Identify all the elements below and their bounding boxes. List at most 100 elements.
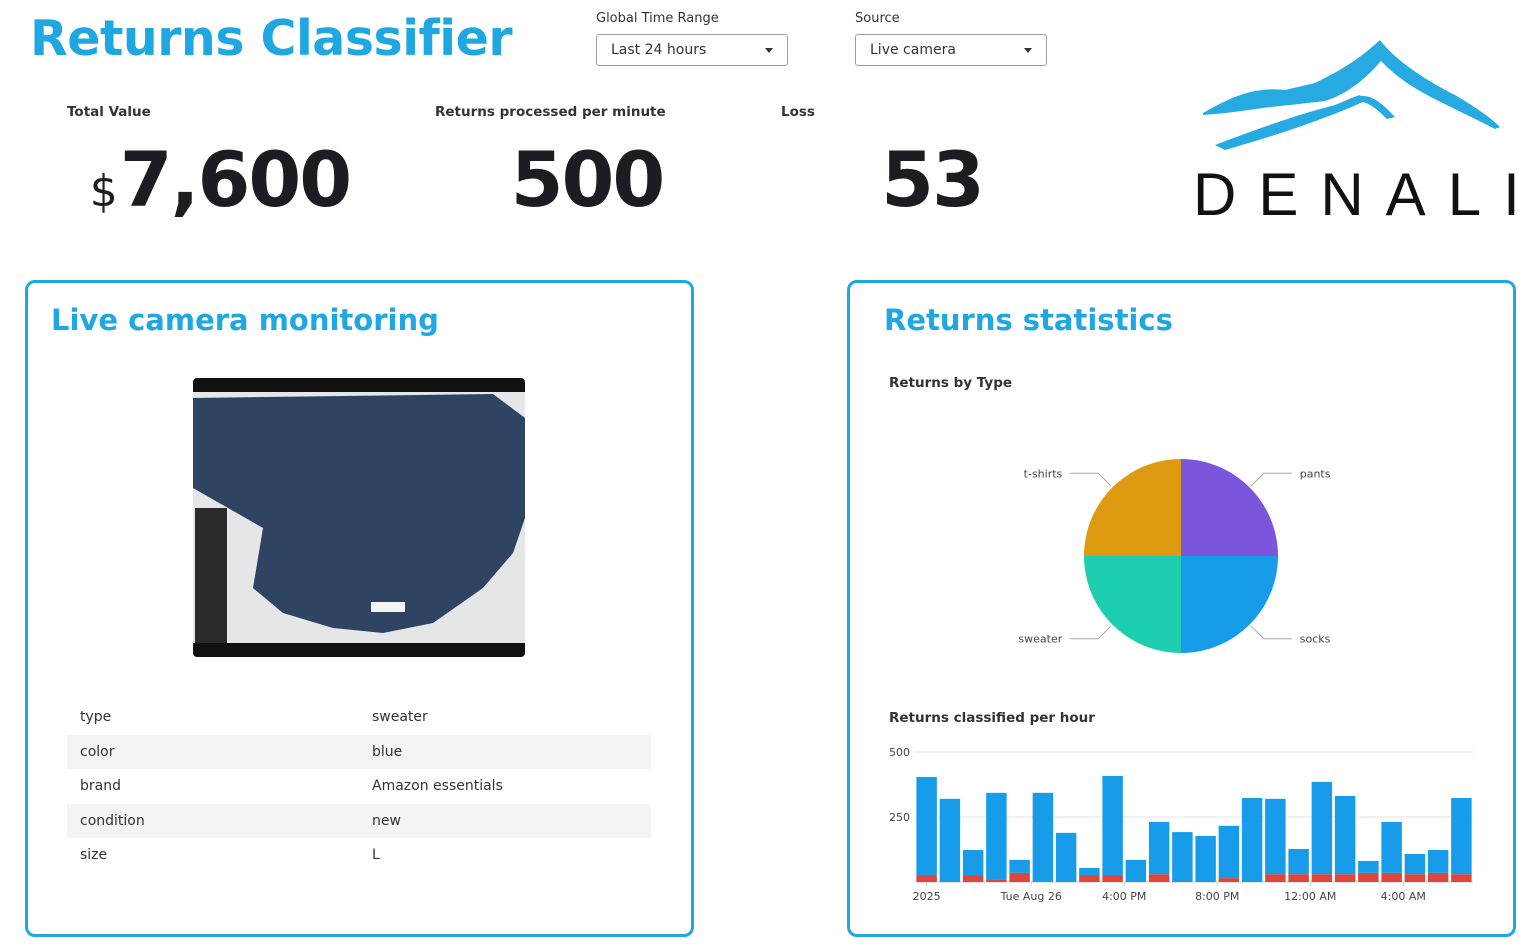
bar-segment <box>1381 872 1402 882</box>
leader-line <box>1070 472 1112 487</box>
cell-value: Amazon essentials <box>372 778 503 794</box>
bar-segment <box>986 792 1007 880</box>
bar-segment <box>1451 798 1472 875</box>
time-range-select[interactable]: Last 24 hours <box>596 34 788 66</box>
slice-label: sweater <box>1018 633 1062 646</box>
pie-slice <box>1084 556 1181 653</box>
kpi-value: 500 <box>510 135 666 224</box>
app-title: Returns Classifier <box>30 10 513 67</box>
bar-segment <box>1218 878 1240 882</box>
bar-segment <box>1288 848 1309 875</box>
bar-segment <box>1009 872 1030 882</box>
kpi-prefix: $ <box>89 166 118 217</box>
bar-segment <box>1311 781 1333 875</box>
pie-slice <box>1084 459 1181 556</box>
x-tick-label: 4:00 AM <box>1381 890 1426 903</box>
filter-label: Source <box>855 11 900 26</box>
slice-label: t-shirts <box>1024 467 1063 480</box>
bar-segment <box>1451 874 1472 882</box>
filter-label: Global Time Range <box>596 11 719 26</box>
bar-segment <box>962 850 984 876</box>
bar-segment <box>1102 875 1123 882</box>
cell-key: brand <box>80 778 121 794</box>
bar-segment <box>1427 872 1449 882</box>
chart-title: Returns classified per hour <box>889 710 1095 726</box>
cell-key: size <box>80 847 108 863</box>
table-row: type sweater <box>67 700 651 735</box>
slice-label: pants <box>1300 467 1331 480</box>
kpi-label: Loss <box>781 104 815 120</box>
cell-value: new <box>372 812 401 829</box>
bar-segment <box>1358 872 1379 882</box>
bar-segment <box>1311 874 1333 882</box>
stats-panel <box>847 280 1516 937</box>
source-select[interactable]: Live camera <box>855 34 1047 66</box>
bar-segment <box>1218 825 1240 879</box>
bar-segment <box>1334 795 1356 875</box>
cell-value: L <box>372 847 380 863</box>
bar-segment <box>1102 775 1123 876</box>
kpi-label: Returns processed per minute <box>435 104 666 120</box>
cell-value: blue <box>372 743 403 760</box>
bar-segment <box>1265 874 1286 882</box>
leader-line <box>1250 625 1292 640</box>
bar-segment <box>1265 798 1286 875</box>
bar-segment <box>1241 798 1263 882</box>
bar-segment <box>1358 860 1379 873</box>
kpi-label: Total Value <box>67 104 151 120</box>
cell-key: condition <box>80 812 145 829</box>
x-tick-label: 12:00 AM <box>1284 890 1336 903</box>
cell-value: sweater <box>372 709 428 725</box>
panel-title: Returns statistics <box>884 303 1173 337</box>
bar-segment <box>1032 792 1054 882</box>
bar-segment <box>1148 874 1170 882</box>
kpi-value: 53 <box>881 135 985 224</box>
leader-line <box>1250 472 1292 487</box>
panel-title: Live camera monitoring <box>51 303 439 337</box>
table-row: size L <box>67 838 651 873</box>
bar-segment <box>1079 867 1100 876</box>
pie-slice <box>1181 459 1278 556</box>
logo-mountain <box>1203 40 1500 150</box>
table-row: brand Amazon essentials <box>67 769 651 804</box>
leader-line <box>1070 625 1112 640</box>
bar-segment <box>1381 821 1402 873</box>
bar-segment <box>1334 874 1356 882</box>
bar-segment <box>1125 859 1147 882</box>
kpi-value: $7,600 <box>70 135 370 224</box>
bar-segment <box>986 879 1007 882</box>
bar-segment <box>916 776 937 876</box>
y-tick-label: 250 <box>889 811 910 824</box>
logo-text: DENALI <box>1193 161 1536 228</box>
bar-segment <box>1195 835 1216 882</box>
x-tick-label: 2025 <box>913 890 941 903</box>
bar-segment <box>916 875 937 882</box>
slice-label: socks <box>1300 633 1331 646</box>
x-tick-label: Tue Aug 26 <box>1000 890 1062 903</box>
y-tick-label: 500 <box>889 746 910 759</box>
x-tick-label: 4:00 PM <box>1102 890 1146 903</box>
bar-segment <box>1148 821 1170 875</box>
cell-key: type <box>80 709 112 725</box>
cell-key: color <box>80 743 115 760</box>
bar-segment <box>939 798 961 882</box>
chart-title: Returns by Type <box>889 375 1012 391</box>
bar-segment <box>1427 850 1449 873</box>
bar-segment <box>1404 853 1426 875</box>
x-tick-label: 8:00 PM <box>1195 890 1239 903</box>
table-row: color blue <box>67 734 651 769</box>
bar-segment <box>1055 832 1077 882</box>
bar-segment <box>1172 832 1193 882</box>
pie-slice <box>1181 556 1278 653</box>
camera-feed <box>193 378 525 657</box>
bar-segment <box>1288 874 1309 882</box>
camera-panel <box>25 280 694 937</box>
kpi-number: 7,600 <box>119 135 352 224</box>
bar-segment <box>1009 859 1030 873</box>
bar-segment <box>1079 875 1100 882</box>
bar-segment <box>1404 874 1426 882</box>
bar-segment <box>962 875 984 882</box>
table-row: condition new <box>67 803 651 838</box>
